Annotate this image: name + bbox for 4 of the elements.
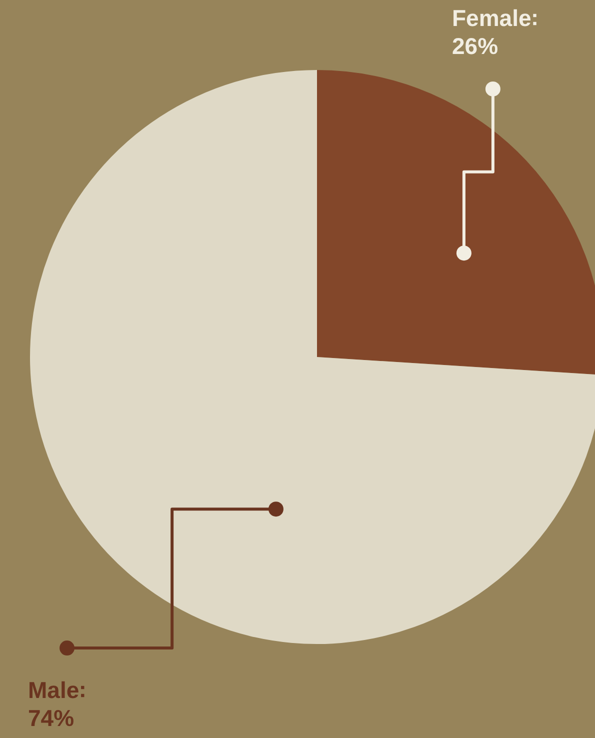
slice-label: Female <box>452 4 532 31</box>
slice-label: Male <box>28 676 80 703</box>
data-label: 74% <box>28 704 74 731</box>
data-label: 26% <box>452 32 498 59</box>
